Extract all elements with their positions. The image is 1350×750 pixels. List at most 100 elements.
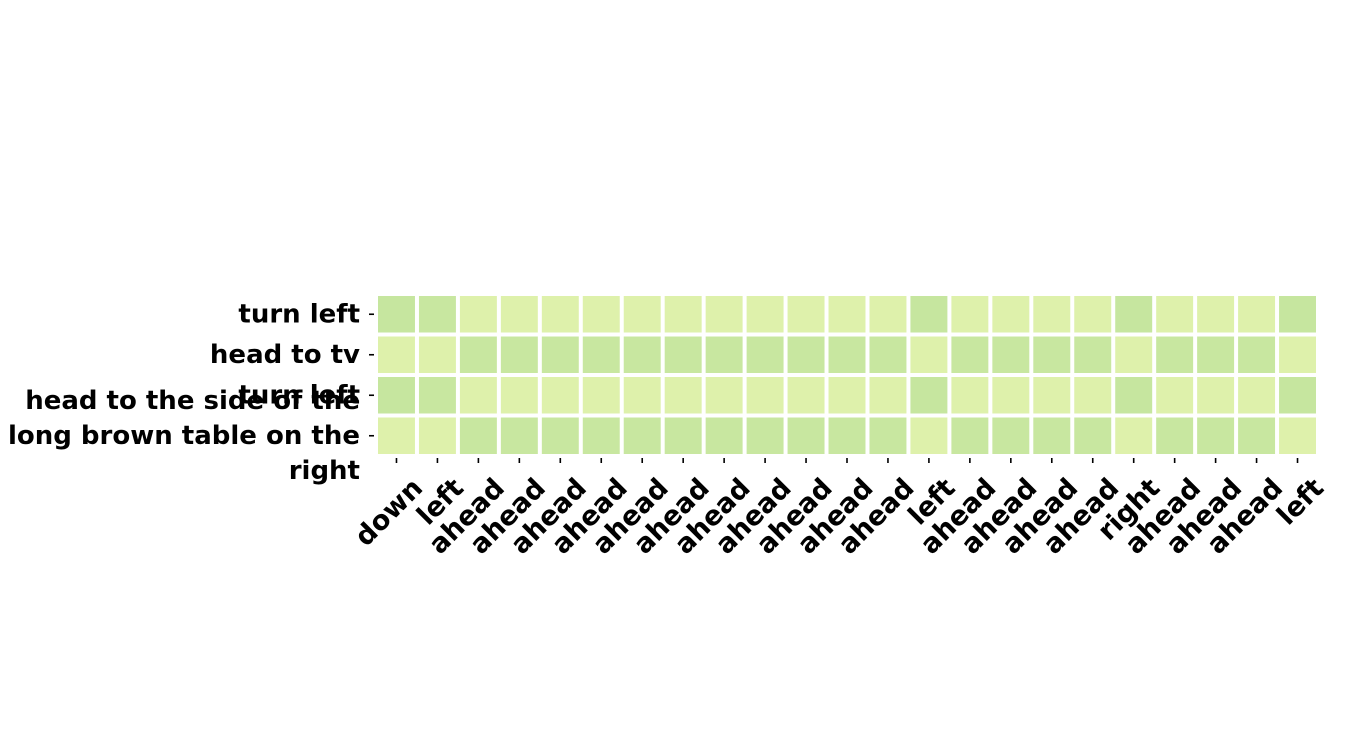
heatmap-cell <box>1279 417 1316 454</box>
heatmap-cell <box>582 296 620 333</box>
heatmap-cell <box>378 296 415 333</box>
heatmap-cell <box>418 296 456 333</box>
heatmap-cell <box>746 336 784 373</box>
heatmap-cell <box>1074 377 1112 414</box>
heatmap-cell <box>541 377 579 414</box>
y-tick-label: turn left <box>238 380 360 410</box>
heatmap-cell <box>746 417 784 454</box>
heatmap-cell <box>705 296 743 333</box>
heatmap-cell <box>1115 296 1153 333</box>
y-tick-label: head to tv <box>210 340 360 370</box>
heatmap-cell <box>1197 336 1235 373</box>
heatmap-cell <box>1074 296 1112 333</box>
heatmap-cell <box>828 336 866 373</box>
heatmap-cell <box>500 336 538 373</box>
y-tick-label: turn left <box>238 299 360 329</box>
heatmap-cell <box>992 296 1030 333</box>
heatmap-cell <box>869 377 907 414</box>
heatmap-cell <box>869 296 907 333</box>
heatmap-cell <box>1074 336 1112 373</box>
heatmap-cell <box>500 296 538 333</box>
heatmap-cell <box>1197 417 1235 454</box>
heatmap-cell <box>1156 296 1194 333</box>
heatmap-cell <box>1156 336 1194 373</box>
heatmap-cell <box>787 417 825 454</box>
heatmap-cell <box>541 336 579 373</box>
heatmap-cell <box>378 417 415 454</box>
heatmap-cell <box>1279 296 1316 333</box>
heatmap-cell <box>910 417 948 454</box>
y-tick-label: head to the side of the long brown table … <box>8 386 360 486</box>
heatmap-cell <box>787 377 825 414</box>
heatmap-cell <box>828 417 866 454</box>
heatmap-cell <box>746 377 784 414</box>
heatmap-cell <box>664 296 702 333</box>
heatmap-cell <box>951 296 989 333</box>
y-tick-label-line: turn left <box>238 380 360 410</box>
heatmap-cell <box>992 417 1030 454</box>
heatmap-cell <box>1197 296 1235 333</box>
heatmap-cell <box>1156 377 1194 414</box>
heatmap-cell <box>1074 417 1112 454</box>
heatmap-cell <box>951 336 989 373</box>
heatmap-cell <box>705 336 743 373</box>
heatmap-cell <box>623 336 661 373</box>
heatmap-cell <box>623 296 661 333</box>
heatmap-cell <box>541 296 579 333</box>
heatmap-cell <box>378 336 415 373</box>
heatmap-cell <box>910 336 948 373</box>
heatmap-cell <box>910 296 948 333</box>
heatmap-cell <box>1156 417 1194 454</box>
heatmap-cell <box>1197 377 1235 414</box>
heatmap-cell <box>582 377 620 414</box>
heatmap-cell <box>992 377 1030 414</box>
heatmap-cell <box>910 377 948 414</box>
heatmap-cell <box>951 377 989 414</box>
heatmap-cell <box>1238 417 1276 454</box>
heatmap-cell <box>1279 377 1316 414</box>
heatmap-cell <box>418 417 456 454</box>
heatmap-cell <box>1033 377 1071 414</box>
x-tick-label: left <box>1271 473 1330 532</box>
heatmap-cell <box>828 296 866 333</box>
y-tick-label-line: right <box>289 456 360 486</box>
y-tick-label-line: turn left <box>238 299 360 329</box>
heatmap-cell <box>705 417 743 454</box>
heatmap-cell <box>459 417 497 454</box>
heatmap-cell <box>1238 377 1276 414</box>
heatmap-cell <box>828 377 866 414</box>
heatmap-cell <box>1033 336 1071 373</box>
heatmap-cell <box>1238 336 1276 373</box>
heatmap-cell <box>1279 336 1316 373</box>
heatmap-cell <box>664 336 702 373</box>
heatmap-cell <box>1115 417 1153 454</box>
heatmap-cell <box>378 377 415 414</box>
heatmap-cell <box>869 336 907 373</box>
heatmap-cell <box>582 336 620 373</box>
heatmap-cell <box>1238 296 1276 333</box>
heatmap-cell <box>623 377 661 414</box>
heatmap-cell <box>951 417 989 454</box>
heatmap-cells <box>378 296 1316 454</box>
heatmap-cell <box>582 417 620 454</box>
heatmap-cell <box>664 377 702 414</box>
heatmap-cell <box>459 296 497 333</box>
x-axis: downleftaheadaheadaheadaheadaheadaheadah… <box>349 458 1330 561</box>
heatmap-cell <box>1115 377 1153 414</box>
heatmap-cell <box>664 417 702 454</box>
heatmap-cell <box>459 377 497 414</box>
heatmap-cell <box>746 296 784 333</box>
heatmap-cell <box>418 377 456 414</box>
heatmap-cell <box>459 336 497 373</box>
heatmap-cell <box>705 377 743 414</box>
heatmap-cell <box>1033 296 1071 333</box>
heatmap-cell <box>992 336 1030 373</box>
heatmap-cell <box>787 336 825 373</box>
heatmap-cell <box>869 417 907 454</box>
heatmap-cell <box>500 417 538 454</box>
heatmap-cell <box>418 336 456 373</box>
heatmap-cell <box>1115 336 1153 373</box>
heatmap-cell <box>623 417 661 454</box>
